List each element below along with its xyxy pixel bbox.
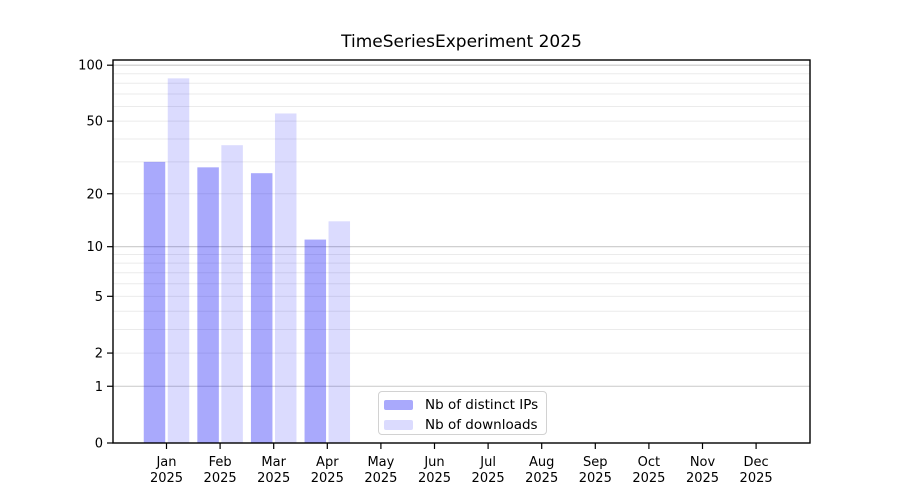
legend-item-downloads: Nb of downloads (379, 417, 546, 433)
bar-ips-2 (250, 173, 273, 443)
y-tick-label-10: 10 (86, 240, 103, 255)
x-tick-label-year-10: 2025 (686, 471, 719, 486)
x-tick-label-year-5: 2025 (418, 471, 451, 486)
legend-item-distinct-ips: Nb of distinct IPs (379, 397, 546, 413)
legend-label-downloads: Nb of downloads (425, 417, 538, 433)
bar-downloads-3 (328, 221, 351, 443)
x-tick-label-month-2: Mar (261, 455, 286, 470)
x-tick-label-year-11: 2025 (740, 471, 773, 486)
x-tick-label-year-9: 2025 (632, 471, 665, 486)
y-tick-label-20: 20 (86, 187, 103, 202)
plot-border (112, 59, 811, 444)
bar-downloads-1 (221, 145, 243, 443)
x-tick-label-month-4: May (367, 455, 394, 470)
x-tick-label-year-4: 2025 (364, 471, 397, 486)
x-tick-label-year-1: 2025 (204, 471, 237, 486)
legend-label-ips: Nb of distinct IPs (425, 397, 539, 413)
x-tick-label-year-7: 2025 (525, 471, 558, 486)
x-tick-label-month-3: Apr (316, 455, 339, 470)
x-tick-label-year-3: 2025 (311, 471, 344, 486)
y-tick-label-50: 50 (86, 115, 103, 130)
x-tick-label-month-5: Jun (423, 455, 444, 470)
bar-downloads-2 (274, 113, 297, 444)
x-tick-label-year-0: 2025 (150, 471, 183, 486)
x-tick-label-month-7: Aug (529, 455, 554, 470)
x-tick-label-month-8: Sep (583, 455, 608, 470)
bar-ips-0 (143, 161, 166, 443)
y-tick-label-2: 2 (95, 347, 103, 362)
x-tick-label-month-9: Oct (638, 455, 660, 470)
bar-ips-3 (304, 239, 327, 443)
y-tick-label-5: 5 (95, 290, 103, 305)
bar-ips-1 (197, 167, 219, 443)
y-tick-label-100: 100 (78, 59, 103, 74)
x-tick-label-year-2: 2025 (257, 471, 290, 486)
y-tick-label-1: 1 (95, 380, 103, 395)
x-tick-label-year-6: 2025 (472, 471, 505, 486)
x-tick-label-month-0: Jan (155, 455, 176, 470)
bar-downloads-0 (167, 78, 190, 443)
x-tick-label-month-10: Nov (690, 455, 716, 470)
legend-swatch-ips (384, 400, 413, 410)
legend-swatch-downloads (384, 420, 413, 430)
x-tick-label-month-6: Jul (479, 455, 496, 470)
x-tick-label-year-8: 2025 (579, 471, 612, 486)
legend: Nb of distinct IPs Nb of downloads (378, 391, 547, 435)
x-tick-label-month-11: Dec (744, 455, 769, 470)
x-tick-label-month-1: Feb (209, 455, 232, 470)
y-tick-label-0: 0 (95, 437, 103, 452)
chart-title: TimeSeriesExperiment 2025 (341, 32, 582, 52)
